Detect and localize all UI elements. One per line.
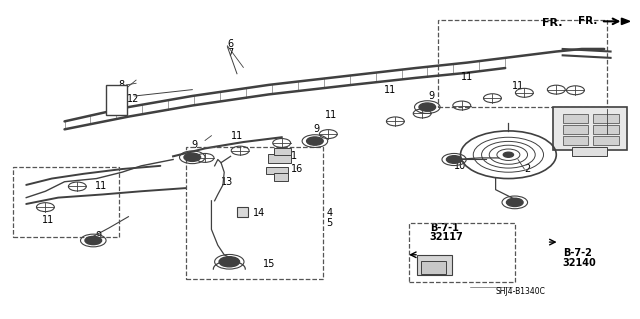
FancyBboxPatch shape: [266, 167, 288, 174]
Text: 10: 10: [454, 161, 467, 171]
Bar: [593, 125, 619, 134]
Text: 11: 11: [230, 131, 243, 141]
Bar: [563, 114, 588, 123]
Bar: [237, 207, 248, 217]
Bar: [593, 114, 619, 123]
Bar: [563, 125, 588, 134]
Text: 2: 2: [524, 164, 531, 174]
Text: 8: 8: [119, 80, 125, 90]
Text: 6: 6: [227, 39, 234, 48]
Circle shape: [503, 152, 513, 157]
Text: B-7-2: B-7-2: [563, 248, 591, 258]
FancyBboxPatch shape: [417, 256, 452, 275]
Text: 9: 9: [429, 91, 435, 101]
FancyBboxPatch shape: [553, 107, 627, 150]
Text: 4: 4: [326, 209, 333, 219]
FancyBboxPatch shape: [274, 148, 291, 155]
Circle shape: [506, 198, 523, 206]
Text: 3: 3: [607, 129, 614, 139]
Text: 11: 11: [461, 72, 473, 82]
FancyBboxPatch shape: [268, 154, 291, 163]
Text: 11: 11: [42, 215, 54, 225]
Polygon shape: [621, 18, 630, 25]
Circle shape: [419, 103, 436, 111]
Circle shape: [219, 257, 239, 267]
Text: 32117: 32117: [430, 232, 463, 242]
Text: 15: 15: [262, 259, 275, 269]
Text: 11: 11: [325, 110, 337, 120]
Bar: [572, 147, 607, 156]
Text: FR.: FR.: [579, 16, 598, 26]
FancyBboxPatch shape: [274, 173, 288, 181]
Text: 12: 12: [127, 94, 139, 104]
Text: 14: 14: [253, 209, 265, 219]
Circle shape: [184, 153, 200, 161]
Text: 11: 11: [95, 182, 108, 191]
Text: SHJ4-B1340C: SHJ4-B1340C: [495, 287, 545, 296]
Text: B-7-1: B-7-1: [430, 223, 459, 233]
FancyBboxPatch shape: [421, 261, 446, 274]
Text: 32140: 32140: [563, 258, 596, 268]
Text: 1: 1: [291, 151, 298, 161]
Text: 9: 9: [191, 140, 197, 150]
Text: 13: 13: [221, 177, 233, 187]
Circle shape: [85, 236, 102, 245]
Text: 16: 16: [291, 164, 303, 174]
Text: 5: 5: [326, 218, 333, 228]
Text: 9: 9: [95, 231, 101, 241]
Circle shape: [307, 137, 323, 145]
Text: 11: 11: [511, 81, 524, 92]
Bar: [593, 136, 619, 145]
Text: 11: 11: [384, 85, 396, 95]
Text: 9: 9: [314, 124, 320, 134]
Bar: [563, 136, 588, 145]
Text: 7: 7: [227, 48, 234, 58]
Circle shape: [447, 156, 462, 163]
Text: FR.: FR.: [542, 18, 563, 28]
Bar: [106, 85, 127, 115]
